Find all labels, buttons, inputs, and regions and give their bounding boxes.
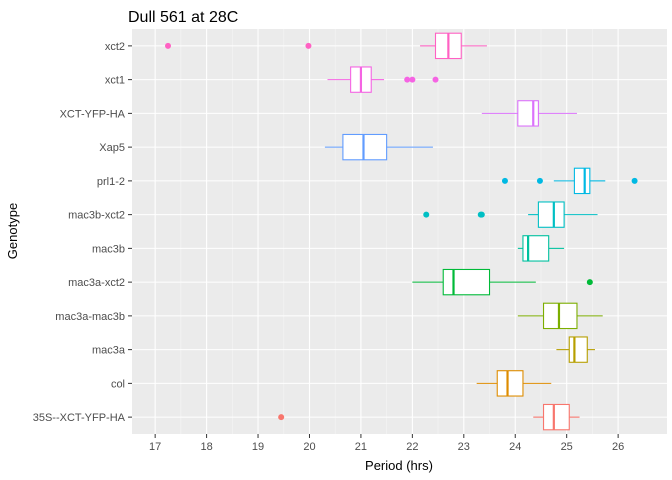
outlier-point: [586, 279, 593, 286]
box-mac3a-mac3b: [517, 302, 603, 330]
box-iqr: [522, 235, 550, 262]
box-prl1-2: [501, 167, 638, 195]
y-tick-label: Xap5: [99, 142, 125, 154]
y-tick-label: prl1-2: [97, 176, 125, 188]
outlier-point: [631, 177, 638, 184]
box-mac3b: [517, 235, 565, 262]
box-xct2: [165, 32, 487, 60]
box-Xap5: [324, 133, 433, 161]
box-iqr: [568, 336, 588, 363]
box-series: [165, 32, 638, 431]
plot-panel: [132, 29, 667, 434]
x-tick-label: 20: [303, 441, 315, 453]
box-iqr: [342, 133, 388, 161]
box-XCT-YFP-HA: [481, 100, 577, 127]
box-iqr: [542, 302, 578, 330]
y-tick-label: mac3a-xct2: [68, 277, 125, 289]
y-tick-label: mac3b: [92, 243, 125, 255]
outlier-point: [423, 211, 430, 218]
box-iqr: [542, 403, 570, 431]
y-axis-ticks: xct2 xct1 XCT-YFP-HA Xap5 prl1-2 mac3b-xct2 ma…: [33, 41, 132, 424]
box-iqr: [573, 167, 591, 195]
y-tick-label: mac3a-mac3b: [55, 311, 125, 323]
box-iqr: [517, 100, 539, 127]
x-tick-label: 23: [458, 441, 470, 453]
x-tick-label: 17: [149, 441, 161, 453]
box-iqr: [496, 370, 524, 397]
box-mac3a: [556, 336, 595, 363]
x-tick-label: 24: [509, 441, 521, 453]
x-axis-label: Period (hrs): [365, 458, 433, 473]
y-axis-label: Genotype: [5, 203, 20, 259]
x-tick-label: 22: [406, 441, 418, 453]
box-iqr: [442, 268, 491, 296]
x-tick-label: 18: [200, 441, 212, 453]
y-tick-label: col: [111, 378, 125, 390]
y-tick-label: mac3b-xct2: [68, 210, 125, 222]
box-iqr: [537, 201, 565, 228]
box-mac3a-xct2: [412, 268, 593, 296]
x-tick-label: 21: [355, 441, 367, 453]
outlier-point: [409, 76, 416, 83]
y-tick-label: mac3a: [92, 345, 126, 357]
y-tick-label: XCT-YFP-HA: [60, 108, 126, 120]
x-tick-label: 19: [252, 441, 264, 453]
outlier-point: [305, 42, 312, 49]
outlier-point: [536, 177, 543, 184]
chart-title: Dull 561 at 28C: [128, 9, 238, 26]
x-axis-ticks: 17 18 19 20 21 22 23 24 25 26: [149, 434, 624, 453]
y-tick-label: xct1: [105, 75, 125, 87]
box-mac3b-xct2: [423, 201, 598, 228]
outlier-point: [278, 414, 285, 421]
outlier-point: [478, 211, 485, 218]
box-xct1: [327, 66, 439, 93]
box-35S--XCT-YFP-HA: [278, 403, 580, 431]
outlier-point: [432, 76, 439, 83]
x-tick-label: 26: [612, 441, 624, 453]
outlier-point: [165, 42, 172, 49]
y-tick-label: xct2: [105, 41, 125, 53]
outlier-point: [404, 76, 411, 83]
box-col: [476, 370, 552, 397]
outlier-point: [501, 177, 508, 184]
y-tick-label: 35S--XCT-YFP-HA: [33, 412, 126, 424]
x-tick-label: 25: [561, 441, 573, 453]
